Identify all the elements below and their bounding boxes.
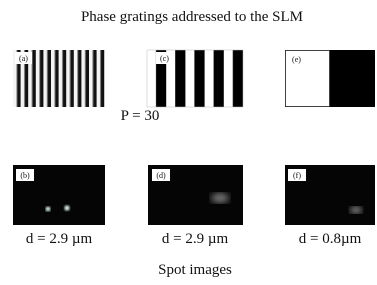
spot-panel: (d) [148,165,243,225]
spot [46,207,51,212]
grating-panel: (e) [285,50,375,107]
spot-panel: (b) [13,165,105,225]
panel-label: (b) [20,171,30,180]
spot [350,207,362,213]
spot-caption: d = 0.8µm [299,231,362,247]
panel-label: (e) [292,55,301,64]
period-label: P = 30 [121,108,160,124]
panel-label: (d) [156,171,166,180]
spot-panel: (f) [285,165,375,225]
figure: Phase gratings addressed to the SLM (a) … [0,0,377,285]
spot-caption: d = 2.9 µm [26,231,93,247]
grating-panel: (c) [147,50,243,107]
spot [211,193,229,203]
footer-caption: Spot images [158,262,232,278]
spot [64,205,69,210]
panel-label: (c) [160,54,169,63]
panel-label: (a) [19,54,28,63]
grating-panel: (a) [13,50,105,107]
spot-caption: d = 2.9 µm [162,231,229,247]
panel-label: (f) [293,171,301,180]
figure-title: Phase gratings addressed to the SLM [81,9,303,25]
